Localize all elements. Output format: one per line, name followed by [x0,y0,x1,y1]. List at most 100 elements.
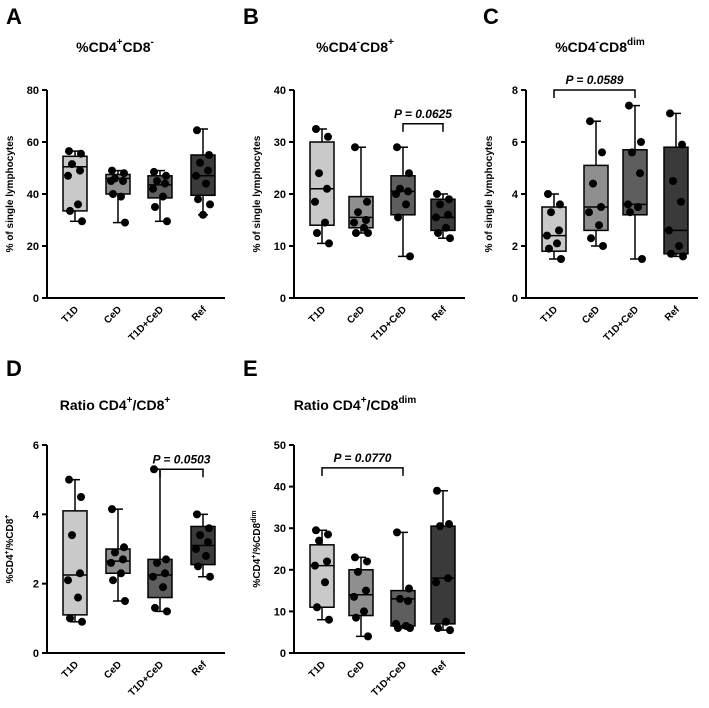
data-point [120,169,128,178]
data-point [321,578,329,587]
data-point [442,617,450,626]
box-t1d [62,475,88,626]
y-tick-label: 0 [33,648,39,660]
data-point [433,190,441,198]
data-point [153,558,161,567]
category-label: CeD [102,659,124,681]
data-point [107,558,115,567]
data-point [350,592,358,601]
data-point [586,117,594,126]
category-label: T1D [60,659,81,680]
panel-letter: E [243,356,258,381]
data-point [595,221,603,230]
box-t1d-ced [390,143,416,261]
data-point [665,226,673,235]
box-ref [663,109,689,261]
box-ced [348,553,374,641]
data-point [636,169,644,178]
category-label: T1D [60,304,81,325]
y-axis-label: %CD4+/%CD8dim [251,510,263,587]
category-label: Ref [430,304,450,324]
data-point [396,594,404,603]
data-point [628,148,636,157]
data-point [364,632,372,641]
data-point [598,148,606,157]
data-point [360,607,368,616]
category-label: T1D [539,304,560,325]
data-point [315,169,323,178]
box-ref [430,486,456,635]
data-point [325,615,333,624]
data-point [111,548,119,557]
data-point [153,177,161,185]
data-point [192,171,200,180]
data-point [363,557,371,566]
significance-bracket [402,123,444,132]
data-point [557,255,565,263]
data-point [78,617,86,626]
y-tick-label: 2 [512,241,518,253]
data-point [202,551,210,560]
data-point [108,166,116,175]
data-point [354,208,362,217]
y-tick-label: 0 [280,293,286,305]
data-point [76,569,84,578]
y-tick-label: 30 [274,137,286,149]
data-point [193,126,201,135]
panel-d: D Ratio CD4+/CD8+ 0 2 4 6 %CD4+/%CD8+ T1D CeD T1D… [4,356,225,699]
data-point [445,195,453,204]
data-point [163,607,171,616]
data-point [442,223,450,232]
data-point [68,531,76,540]
data-point [433,486,441,495]
data-point [64,576,72,585]
data-point [196,158,204,167]
chart-title: %CD4-CD8dim [555,37,645,55]
data-point [206,572,214,581]
data-point [313,603,321,612]
y-tick-label: 10 [274,241,286,253]
data-point [638,255,646,263]
data-point [363,197,371,206]
data-point [351,143,359,152]
data-point [392,190,400,198]
data-point [436,522,444,531]
box-ref [190,510,216,581]
data-point [109,576,117,585]
box-t1d [541,190,567,263]
data-point [161,569,169,578]
category-label: Ref [190,659,210,679]
data-point [404,187,412,196]
data-point [162,555,170,564]
box-t1d-ced [147,465,173,616]
data-point [76,166,84,175]
y-tick-label: 60 [27,137,39,149]
data-point [587,234,595,243]
data-point [77,149,85,158]
data-point [117,192,125,201]
data-point [120,543,128,552]
significance-bracket [553,89,636,98]
data-point [107,177,115,185]
category-label: T1D+CeD [602,304,641,343]
panel-b: B %CD4-CD8+ 0 10 20 30 40 % of single lymphocyt… [243,4,465,344]
y-tick-label: 4 [33,509,40,521]
data-point [161,179,169,188]
data-point [545,244,553,253]
data-point [163,217,171,226]
data-point [679,252,687,261]
category-label: T1D+CeD [370,659,409,698]
data-point [406,252,414,261]
data-point [394,624,402,633]
data-point [637,138,645,146]
data-point [362,216,370,224]
iqr-box [309,544,335,608]
data-point [351,553,359,562]
y-tick-label: 20 [27,241,39,253]
data-point [313,229,321,237]
data-point [325,239,333,248]
data-point [77,493,85,501]
data-point [405,584,413,593]
data-point [193,510,201,519]
data-point [436,200,444,209]
